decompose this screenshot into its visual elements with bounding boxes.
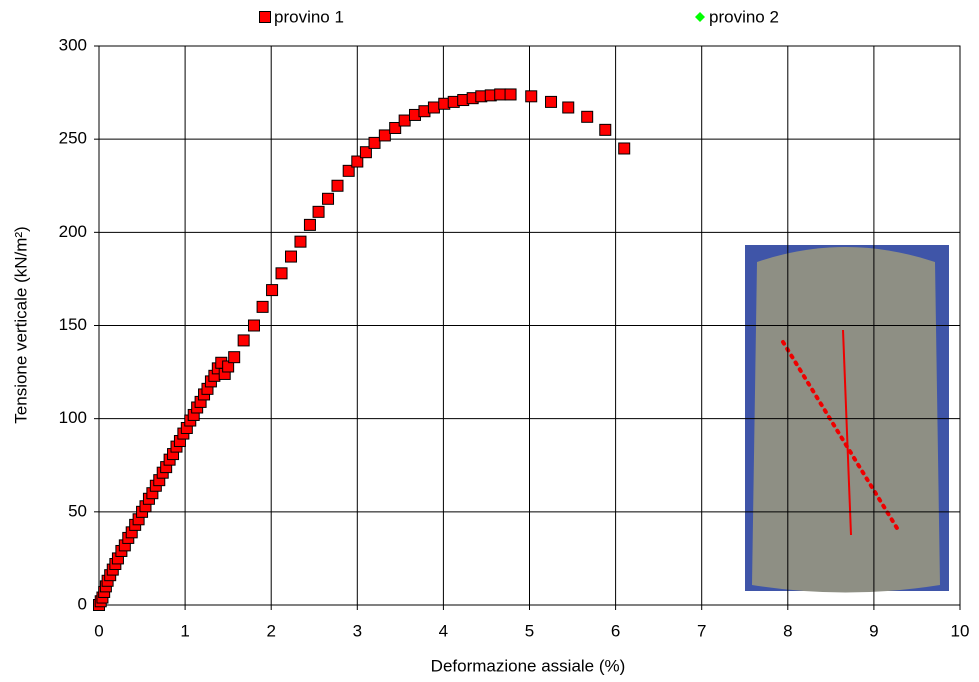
legend-marker xyxy=(259,11,271,23)
data-point xyxy=(303,218,316,231)
data-point xyxy=(285,250,298,263)
data-point xyxy=(545,95,558,108)
y-tick-label: 0 xyxy=(78,594,87,613)
y-tick-label: 50 xyxy=(68,501,87,520)
x-tick-label: 2 xyxy=(266,621,275,640)
inset-photo xyxy=(745,245,949,593)
data-point xyxy=(266,284,279,297)
x-tick-label: 3 xyxy=(353,621,362,640)
plot-frame xyxy=(98,45,961,606)
y-tick-label: 250 xyxy=(59,129,87,148)
legend-label: provino 2 xyxy=(709,7,779,26)
y-tick-label: 200 xyxy=(59,222,87,241)
data-point xyxy=(599,123,612,136)
data-point xyxy=(427,101,440,114)
data-point xyxy=(256,300,269,313)
data-point xyxy=(275,267,288,280)
legend-marker xyxy=(695,12,705,22)
data-point xyxy=(312,205,325,218)
data-point xyxy=(322,192,335,205)
y-tick-label: 150 xyxy=(59,315,87,334)
data-point xyxy=(222,360,235,373)
x-tick-label: 4 xyxy=(439,621,448,640)
y-axis-title: Tensione verticale (kN/m²) xyxy=(11,226,30,423)
data-point xyxy=(525,90,538,103)
data-point xyxy=(237,334,250,347)
y-tick-label: 300 xyxy=(59,35,87,54)
data-point xyxy=(378,129,391,142)
x-tick-label: 0 xyxy=(94,621,103,640)
data-point xyxy=(247,319,260,332)
x-tick-label: 5 xyxy=(525,621,534,640)
y-tick-label: 100 xyxy=(59,408,87,427)
x-tick-label: 10 xyxy=(951,621,970,640)
data-point xyxy=(228,351,241,364)
data-point xyxy=(562,101,575,114)
x-tick-label: 1 xyxy=(180,621,189,640)
legend-label: provino 1 xyxy=(274,7,344,26)
data-point xyxy=(504,88,517,101)
x-tick-label: 8 xyxy=(783,621,792,640)
data-point xyxy=(342,164,355,177)
data-point xyxy=(331,179,344,192)
x-tick-label: 7 xyxy=(697,621,706,640)
data-point xyxy=(368,136,381,149)
vertical-line xyxy=(842,329,852,536)
data-point xyxy=(618,142,631,155)
failure-plane xyxy=(781,340,902,535)
x-axis-title: Deformazione assiale (%) xyxy=(431,656,626,675)
x-tick-label: 9 xyxy=(869,621,878,640)
data-point xyxy=(359,146,372,159)
x-tick-label: 6 xyxy=(611,621,620,640)
data-point xyxy=(581,110,594,123)
data-point xyxy=(351,155,364,168)
data-point xyxy=(398,114,411,127)
data-point xyxy=(294,235,307,248)
data-point xyxy=(389,121,402,134)
data-point xyxy=(494,88,507,101)
